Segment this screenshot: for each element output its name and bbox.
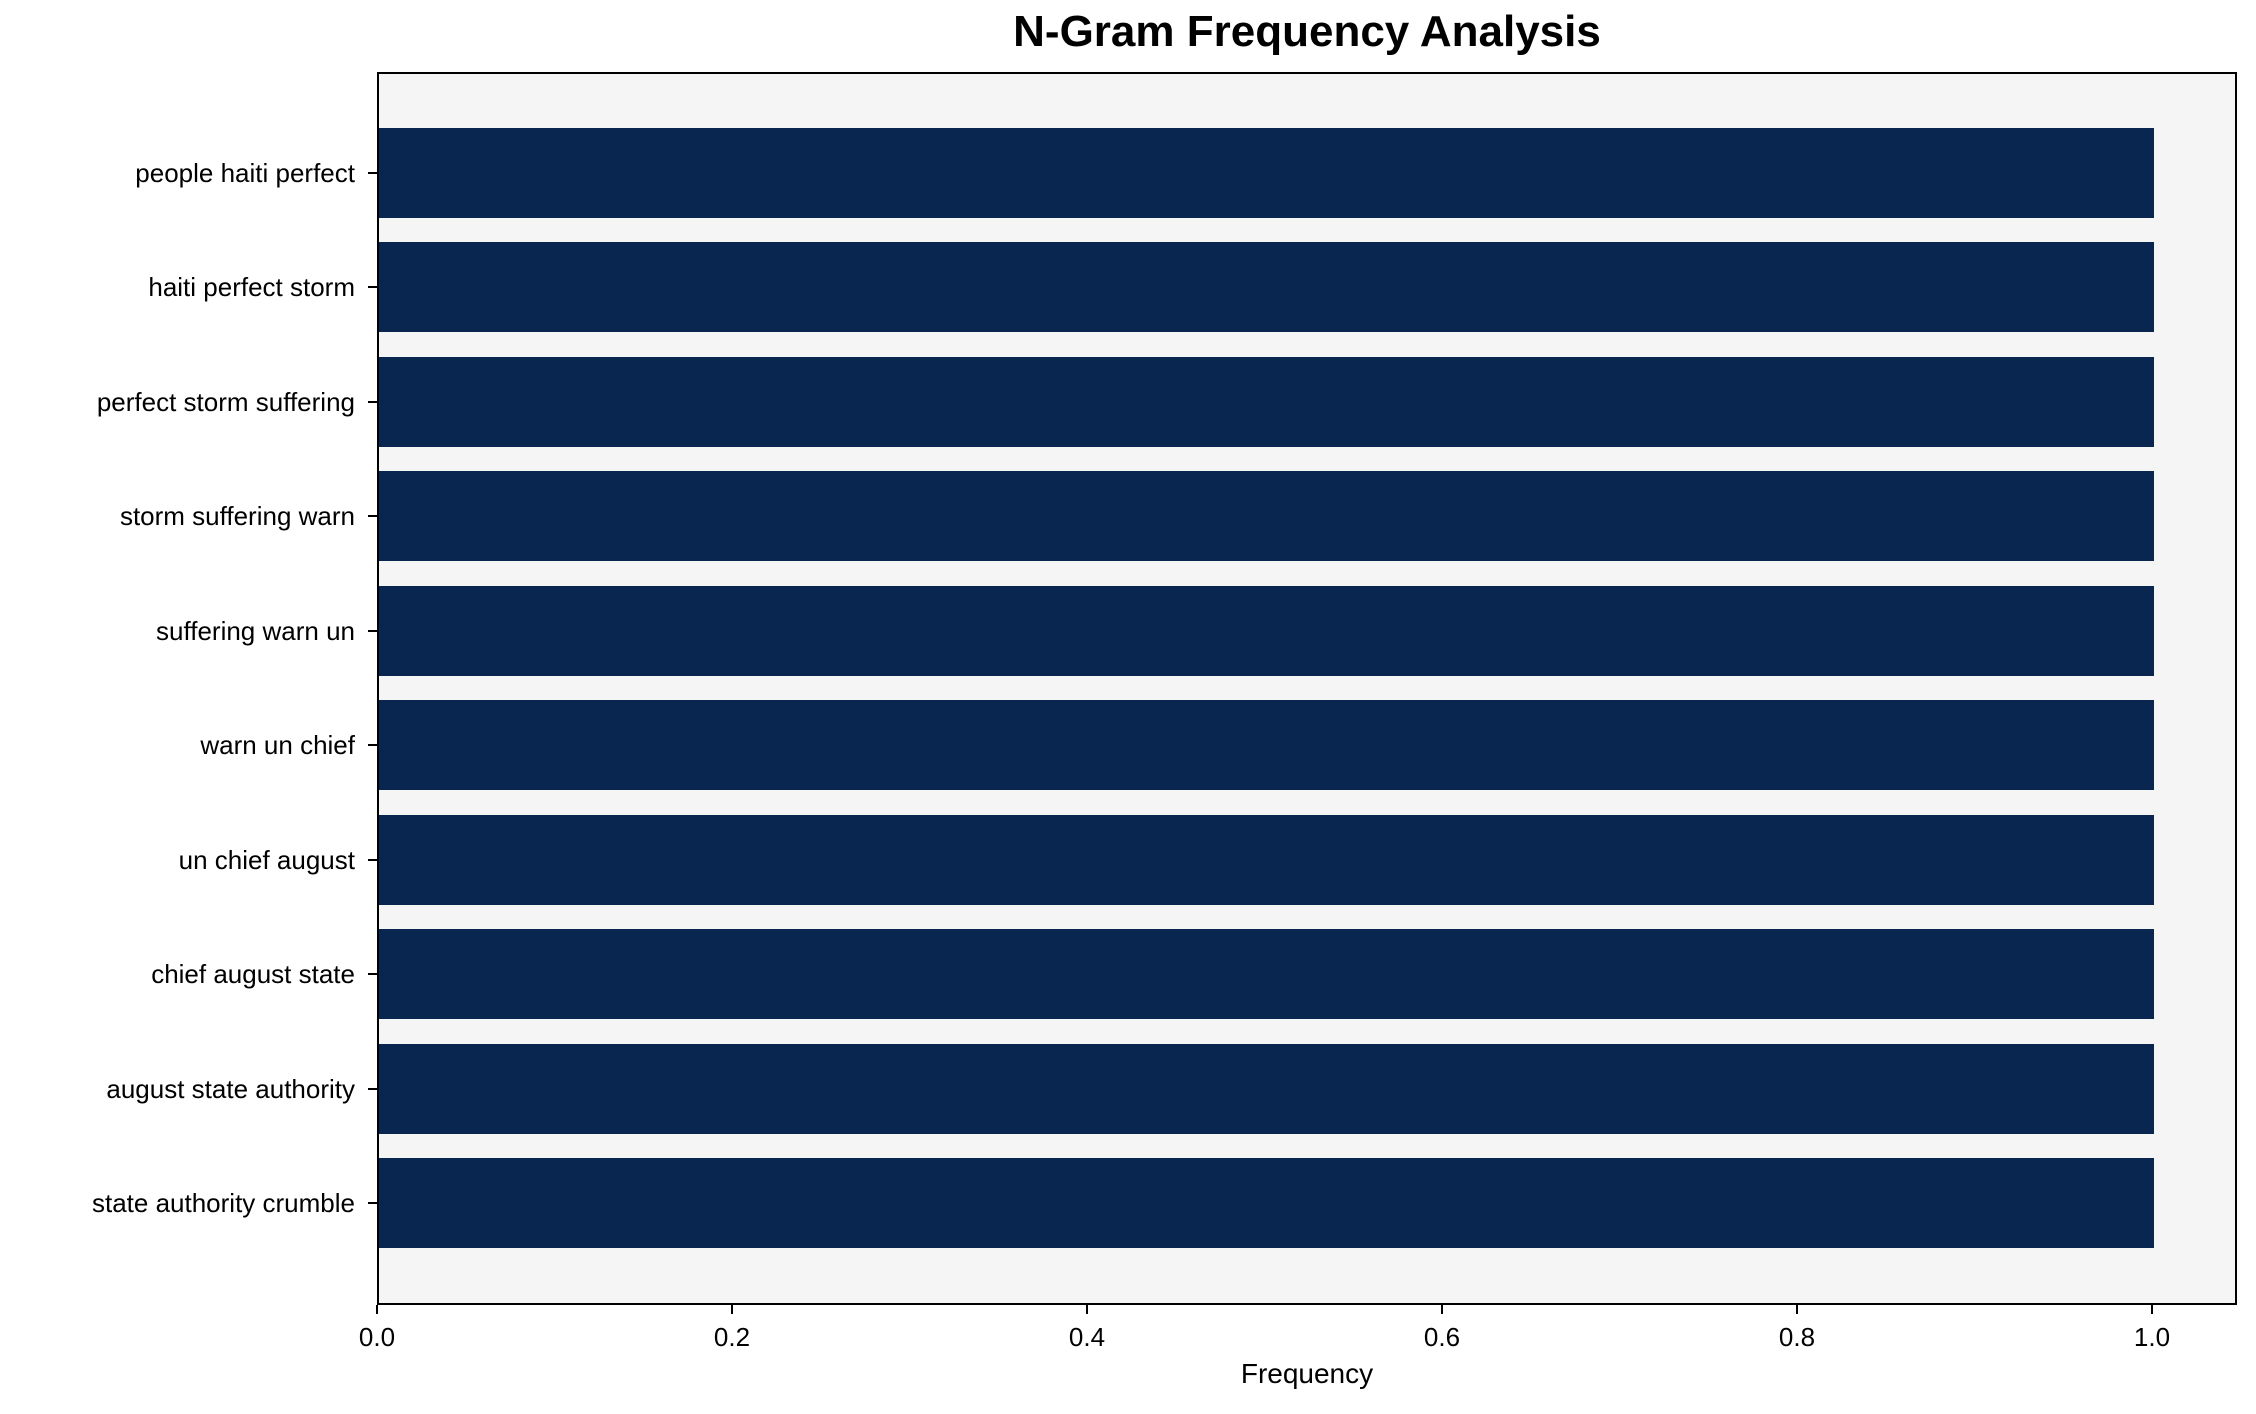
y-tick-mark	[368, 744, 377, 746]
x-tick-mark	[1796, 1305, 1798, 1314]
bar	[379, 128, 2154, 218]
bar	[379, 1158, 2154, 1248]
y-tick-mark	[368, 172, 377, 174]
y-tick-label: perfect storm suffering	[96, 387, 355, 417]
x-tick-label: 0.8	[1778, 1322, 1816, 1352]
y-tick-mark	[368, 515, 377, 517]
y-tick-mark	[368, 630, 377, 632]
x-tick-mark	[731, 1305, 733, 1314]
y-tick-label: people haiti perfect	[135, 158, 355, 188]
y-tick-mark	[368, 1088, 377, 1090]
x-tick-mark	[1441, 1305, 1443, 1314]
x-tick-label: 0.6	[1423, 1322, 1461, 1352]
bar	[379, 471, 2154, 561]
bar	[379, 357, 2154, 447]
plot-area	[377, 72, 2237, 1305]
bar	[379, 815, 2154, 905]
x-tick-label: 0.2	[713, 1322, 751, 1352]
y-tick-label: chief august state	[151, 959, 355, 989]
y-tick-label: warn un chief	[200, 730, 355, 760]
y-tick-mark	[368, 401, 377, 403]
x-tick-mark	[1086, 1305, 1088, 1314]
x-tick-mark	[2151, 1305, 2153, 1314]
bar	[379, 586, 2154, 676]
y-tick-mark	[368, 1202, 377, 1204]
y-tick-label: haiti perfect storm	[148, 272, 355, 302]
y-tick-mark	[368, 973, 377, 975]
x-tick-label: 1.0	[2133, 1322, 2171, 1352]
bar	[379, 929, 2154, 1019]
y-tick-label: state authority crumble	[91, 1188, 355, 1218]
y-tick-mark	[368, 859, 377, 861]
x-tick-mark	[376, 1305, 378, 1314]
x-tick-label: 0.0	[358, 1322, 396, 1352]
bar	[379, 1044, 2154, 1134]
x-tick-label: 0.4	[1068, 1322, 1106, 1352]
y-tick-label: august state authority	[106, 1074, 355, 1104]
y-tick-label: un chief august	[178, 845, 355, 875]
bar	[379, 242, 2154, 332]
y-tick-label: suffering warn un	[156, 616, 355, 646]
y-tick-label: storm suffering warn	[119, 501, 355, 531]
y-tick-mark	[368, 286, 377, 288]
bar	[379, 700, 2154, 790]
x-axis-label: Frequency	[1240, 1358, 1374, 1389]
chart-title: N-Gram Frequency Analysis	[1013, 7, 1601, 56]
